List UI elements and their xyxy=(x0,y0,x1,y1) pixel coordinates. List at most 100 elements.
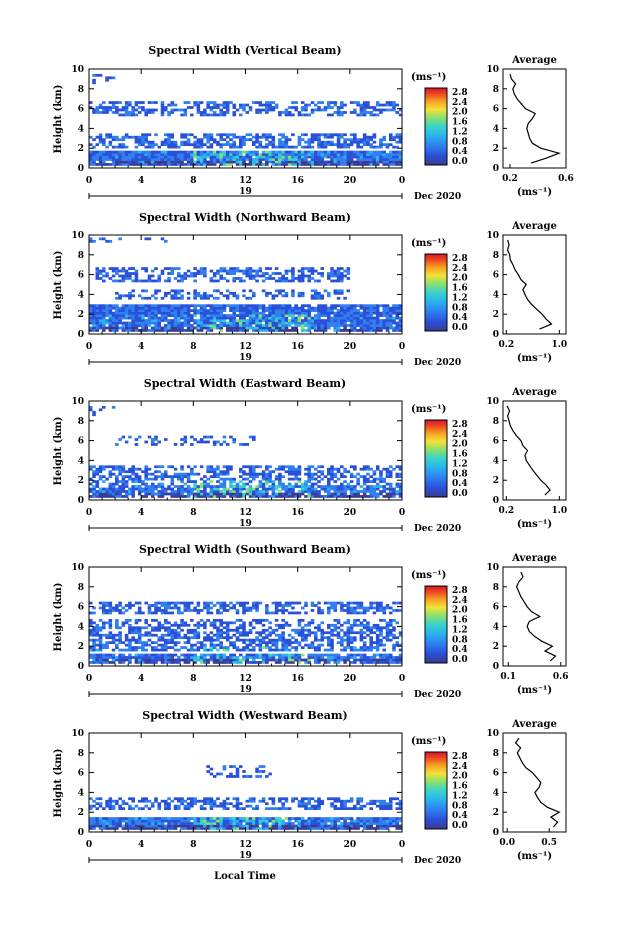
heat-cell xyxy=(147,314,152,317)
heat-cell xyxy=(92,495,96,498)
heat-cell xyxy=(180,155,184,159)
heat-cell xyxy=(137,158,142,161)
heat-cell xyxy=(111,472,116,476)
heat-cell xyxy=(327,648,331,652)
heat-cell xyxy=(160,465,165,469)
heat-cell xyxy=(229,492,233,496)
heat-cell xyxy=(297,321,302,325)
heat-cell xyxy=(359,155,364,159)
day-label: 19 xyxy=(239,353,252,363)
heat-cell xyxy=(115,296,119,300)
heat-cell xyxy=(297,631,302,635)
heat-cell xyxy=(369,661,373,664)
heat-cell xyxy=(147,623,152,627)
heat-cell xyxy=(173,158,178,161)
heat-cell xyxy=(340,609,344,612)
heat-cell xyxy=(255,324,259,327)
heat-cell xyxy=(160,638,165,642)
heat-cell xyxy=(98,150,103,154)
heat-cell xyxy=(268,319,272,322)
heat-cell xyxy=(150,140,155,144)
heat-cell xyxy=(398,163,403,166)
heat-cell xyxy=(89,661,93,664)
heat-cell xyxy=(193,311,197,315)
heat-cell xyxy=(372,646,377,649)
heat-cell xyxy=(222,435,227,439)
heat-cell xyxy=(102,106,106,109)
heat-cell xyxy=(297,495,302,498)
heat-cell xyxy=(261,487,266,491)
heat-cell xyxy=(134,140,139,144)
heat-cell xyxy=(95,272,100,275)
heat-cell xyxy=(121,306,126,310)
heat-cell xyxy=(160,648,165,652)
heat-cell xyxy=(89,646,93,649)
heat-cell xyxy=(209,319,214,322)
heat-cell xyxy=(105,495,109,498)
heat-cell xyxy=(340,604,344,607)
heat-cell xyxy=(274,641,279,645)
heat-cell xyxy=(147,309,152,313)
heat-cell xyxy=(252,656,256,659)
heat-cell xyxy=(297,472,302,476)
heat-cell xyxy=(154,153,158,156)
heat-cell xyxy=(170,482,175,486)
heat-cell xyxy=(183,490,188,493)
heat-cell xyxy=(392,138,396,142)
heat-cell xyxy=(115,135,119,139)
heat-cell xyxy=(353,658,357,662)
heat-cell xyxy=(287,661,292,664)
heat-cell xyxy=(115,443,119,446)
heat-cell xyxy=(89,316,93,320)
heat-cell xyxy=(271,316,276,320)
heat-cell xyxy=(118,465,122,469)
heat-cell xyxy=(278,314,282,317)
heat-cell xyxy=(317,101,321,104)
heat-cell xyxy=(340,656,344,659)
heat-cell xyxy=(89,648,93,652)
heat-cell xyxy=(212,470,217,474)
heat-cell xyxy=(278,492,282,496)
heat-cell xyxy=(206,150,210,154)
heat-cell xyxy=(327,641,331,645)
heat-cell xyxy=(372,304,377,308)
heat-cell xyxy=(313,309,318,313)
heat-cell xyxy=(343,160,347,164)
heat-cell xyxy=(261,618,266,622)
heat-cell xyxy=(235,636,240,640)
heat-cell xyxy=(209,326,214,330)
heat-cell xyxy=(248,495,253,498)
heat-cell xyxy=(320,472,325,476)
heat-cell xyxy=(137,311,142,315)
heat-cell xyxy=(154,158,158,161)
heat-cell xyxy=(170,658,175,662)
heat-cell xyxy=(310,482,315,486)
heat-cell xyxy=(327,113,331,117)
heat-cell xyxy=(177,145,181,149)
heat-cell xyxy=(238,443,243,446)
heat-cell xyxy=(115,329,119,332)
heat-cell xyxy=(287,269,292,273)
heat-cell xyxy=(238,467,243,471)
heat-cell xyxy=(382,477,386,481)
heat-cell xyxy=(287,138,292,142)
heat-cell xyxy=(212,103,217,107)
heat-cell xyxy=(173,653,178,657)
heat-cell xyxy=(147,158,152,161)
heat-cell xyxy=(121,326,126,330)
heat-cell xyxy=(284,269,289,273)
heat-cell xyxy=(330,321,334,325)
heat-cell xyxy=(287,163,292,166)
heat-cell xyxy=(154,485,158,488)
heat-cell xyxy=(160,487,165,491)
heat-cell xyxy=(183,272,188,275)
heat-cell xyxy=(190,314,194,317)
heat-cell xyxy=(95,626,100,630)
heat-cell xyxy=(131,490,135,493)
heat-cell xyxy=(385,108,390,112)
heat-cell xyxy=(111,648,116,652)
heat-cell xyxy=(157,277,162,280)
heat-cell xyxy=(203,480,207,483)
heat-cell xyxy=(108,633,113,637)
heat-cell xyxy=(333,274,338,278)
